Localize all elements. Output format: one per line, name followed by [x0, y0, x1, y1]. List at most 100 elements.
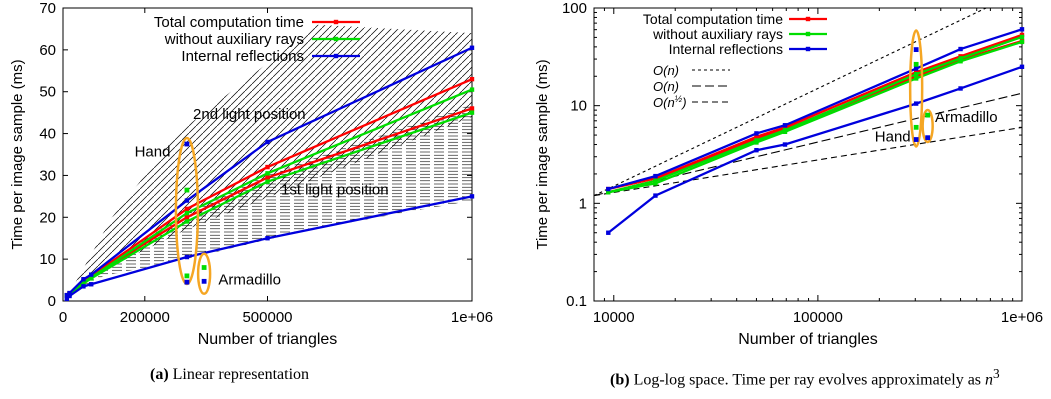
caption-b-tag: (b) [610, 371, 630, 389]
data-point [782, 129, 788, 135]
reference-label-main: O(n) [653, 63, 679, 78]
annotation-first-light: 1st light position [281, 181, 389, 198]
data-point [469, 106, 475, 111]
legend-label: without auxiliary rays [652, 26, 783, 42]
reference-label-sup: ½ [675, 94, 683, 104]
data-point [469, 45, 475, 50]
reference-label: O(n½) [653, 94, 687, 110]
data-point [958, 46, 963, 52]
data-point [265, 179, 270, 184]
data-point [782, 142, 788, 147]
data-point [89, 276, 94, 281]
highlight-point [913, 137, 919, 142]
armadillo-ellipse [196, 252, 212, 296]
caption-a-tag: (a) [150, 366, 169, 383]
reference-label-tail: ) [673, 79, 679, 94]
y-tick-label: 1 [579, 195, 587, 212]
reference-label-main: O(n [653, 79, 675, 94]
legend-marker [805, 16, 811, 22]
data-point [81, 277, 86, 282]
data-point [184, 210, 190, 216]
highlight-point [925, 135, 931, 141]
data-point [653, 193, 658, 198]
data-point [469, 76, 475, 82]
x-axis-label: Number of triangles [738, 331, 878, 348]
data-point [469, 110, 475, 115]
highlight-point [925, 112, 931, 118]
annotation-armadillo: Armadillo [935, 109, 998, 126]
data-point [67, 293, 72, 299]
data-point [81, 281, 86, 286]
data-point [1019, 34, 1025, 40]
caption-b-math: n [985, 371, 994, 389]
annotation-second-light: 2nd light position [193, 106, 306, 123]
annotation-armadillo: Armadillo [218, 271, 281, 288]
legend-label: without auxiliary rays [164, 31, 304, 48]
data-point [606, 190, 611, 195]
annotation-hand: Hand [135, 144, 171, 161]
plot-frame [593, 7, 1023, 302]
data-point [606, 230, 611, 235]
y-tick-label: 10 [39, 251, 56, 268]
data-point [184, 206, 190, 212]
y-axis-label: Time per image sample (ms) [534, 59, 551, 249]
reference-label: O(n) [653, 63, 679, 78]
highlight-point [184, 273, 190, 279]
data-point [606, 186, 611, 192]
y-tick-label: 100 [562, 0, 587, 17]
data-point [265, 236, 270, 241]
data-point [754, 147, 759, 153]
highlight-point [184, 141, 190, 147]
reference-curve [594, 8, 988, 197]
data-point [1019, 39, 1025, 45]
data-point [913, 76, 919, 81]
armadillo-ellipse [921, 108, 934, 144]
caption-a: (a) Linear representation [150, 366, 309, 384]
legend-label: Total computation time [643, 11, 783, 27]
x-axis-label: Number of triangles [198, 331, 338, 348]
legend-label: Internal reflections [669, 41, 783, 57]
caption-a-text: Linear representation [168, 366, 310, 383]
y-tick-label: 50 [39, 84, 56, 101]
legend-marker [333, 19, 339, 25]
y-tick-label: 40 [39, 126, 56, 143]
reference-label-tail: ) [680, 95, 686, 110]
linear-chart: 0 10 20 30 40 50 60 70 0 200000 500000 1e+06 Number … [9, 0, 493, 348]
highlight-point [184, 187, 190, 193]
data-point [469, 87, 475, 92]
y-tick-label: 70 [39, 0, 56, 17]
x-tick-label: 100000 [793, 309, 843, 326]
legend-marker [805, 31, 811, 37]
data-point [469, 194, 475, 199]
data-point [184, 198, 190, 203]
data-point [265, 139, 270, 145]
data-point [754, 131, 759, 136]
y-tick-label: 0.1 [566, 293, 587, 310]
data-point [653, 176, 658, 181]
caption-b: (b) Log-log space. Time per ray evolves … [610, 366, 1000, 389]
data-point [184, 215, 190, 220]
legend-label: Internal reflections [181, 48, 304, 65]
highlight-point [201, 265, 207, 270]
loglog-chart: 0.1 1 10 100 10000 100000 1e+06 Number of trian… [534, 0, 1043, 348]
data-point [754, 140, 759, 145]
y-tick-label: 10 [570, 98, 587, 115]
reference-label-main: O(n [653, 95, 675, 110]
data-point [265, 171, 270, 176]
caption-b-text: Log-log space. Time per ray evolves appr… [629, 371, 986, 389]
data-point [958, 59, 963, 64]
data-point [67, 290, 72, 296]
data-point [184, 254, 190, 260]
hand-ellipse [908, 29, 924, 148]
legend-marker [805, 46, 811, 52]
data-point [1019, 64, 1025, 70]
highlight-point [913, 47, 919, 53]
data-point [89, 272, 94, 277]
highlight-point [184, 279, 190, 285]
data-point [958, 56, 963, 61]
data-point [913, 71, 919, 77]
data-point [265, 164, 270, 170]
x-tick-label: 200000 [120, 309, 170, 326]
data-point [265, 175, 270, 180]
annotation-hand: Hand [875, 128, 911, 145]
